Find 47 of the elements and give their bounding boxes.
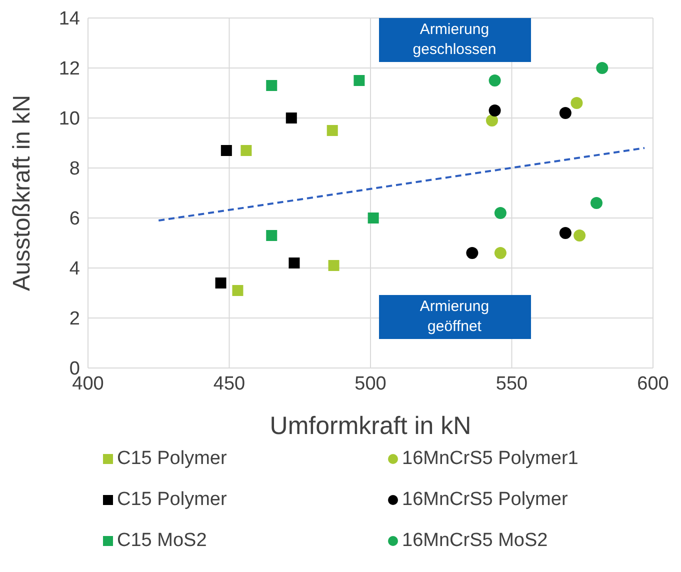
legend-label: 16MnCrS5 Polymer xyxy=(402,488,568,510)
legend-label: C15 Polymer xyxy=(117,448,227,470)
legend-label: 16MnCrS5 Polymer1 xyxy=(402,448,578,470)
point xyxy=(328,260,340,271)
point xyxy=(266,80,278,91)
point xyxy=(559,227,572,239)
point xyxy=(286,112,297,124)
label-box: Armierung geöffnet xyxy=(378,294,530,338)
point xyxy=(466,247,478,259)
x-tick-label: 500 xyxy=(354,373,386,394)
y-tick-label: 10 xyxy=(58,108,80,130)
annotation: Armierung geöffnet xyxy=(418,296,490,336)
legend-label: C15 Polymer xyxy=(117,488,227,510)
point xyxy=(590,197,602,209)
y-tick-label: 2 xyxy=(69,308,80,330)
point xyxy=(574,230,586,242)
y-tick-label: 14 xyxy=(58,8,80,30)
point xyxy=(220,145,232,156)
y-axis-title: Ausstoßkraft in kN xyxy=(8,94,36,292)
point xyxy=(288,258,300,268)
point xyxy=(488,104,501,116)
point xyxy=(494,247,506,259)
legend-label: C15 MoS2 xyxy=(117,530,207,552)
point xyxy=(368,212,379,224)
point xyxy=(559,107,572,119)
y-tick-label: 8 xyxy=(69,158,80,180)
point xyxy=(570,97,583,109)
x-tick-label: 600 xyxy=(637,373,669,394)
y-tick-label: 4 xyxy=(69,258,80,280)
x-tick-label: 450 xyxy=(213,373,246,394)
point xyxy=(232,285,244,296)
x-axis-title: Umformkraft in kN xyxy=(270,412,472,440)
label-box: Armierung geschlossen xyxy=(378,18,530,62)
point xyxy=(240,145,252,156)
point xyxy=(266,230,278,241)
point xyxy=(215,278,226,288)
point xyxy=(596,62,608,74)
y-tick-label: 6 xyxy=(69,208,80,230)
y-tick-label: 12 xyxy=(58,58,80,80)
point xyxy=(326,125,338,136)
point xyxy=(488,74,501,86)
x-tick-label: 550 xyxy=(496,373,528,394)
point xyxy=(486,114,498,126)
annotation: Armierung geschlossen xyxy=(412,20,498,60)
point xyxy=(494,207,506,219)
legend-label: 16MnCrS5 MoS2 xyxy=(402,530,548,552)
point xyxy=(354,75,365,86)
